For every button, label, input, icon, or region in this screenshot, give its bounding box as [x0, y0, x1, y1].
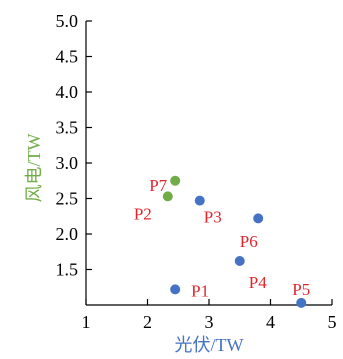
y-ticks: 1.5 2.0 2.5 3.0 3.5 4.0 4.5 5.0: [56, 11, 92, 280]
y-tick-label: 4.5: [56, 47, 79, 67]
point-label: P6: [240, 232, 258, 251]
x-ticks: 1 2 3 4 5: [82, 299, 337, 332]
x-axis-title: 光伏/TW: [175, 335, 244, 355]
data-point: [170, 284, 181, 295]
data-point: [170, 175, 181, 186]
data-points: [162, 175, 307, 308]
point-labels: P1 P2 P3 P4 P5 P6 P7: [134, 176, 310, 301]
data-point: [234, 255, 245, 266]
y-tick-label: 2.5: [56, 189, 79, 209]
data-point: [162, 191, 173, 202]
point-label: P2: [134, 204, 152, 223]
x-tick-label: 4: [266, 312, 275, 332]
point-label: P4: [249, 273, 267, 292]
data-point: [296, 297, 307, 308]
y-tick-label: 1.5: [56, 260, 79, 280]
x-tick-label: 1: [82, 312, 91, 332]
y-tick-label: 4.0: [56, 82, 79, 102]
x-tick-label: 5: [328, 312, 337, 332]
x-tick-label: 2: [143, 312, 152, 332]
data-point: [194, 195, 205, 206]
axes: [85, 21, 332, 306]
point-label: P5: [292, 280, 310, 299]
point-label: P7: [149, 176, 167, 195]
y-tick-label: 2.0: [56, 224, 79, 244]
y-tick-label: 3.0: [56, 153, 79, 173]
x-tick-label: 3: [205, 312, 214, 332]
y-axis-title: 风电/TW: [24, 134, 44, 203]
point-label: P3: [204, 208, 222, 227]
data-point: [253, 213, 264, 224]
y-tick-label: 3.5: [56, 118, 79, 138]
y-tick-label: 5.0: [56, 11, 79, 31]
point-label: P1: [191, 281, 209, 300]
